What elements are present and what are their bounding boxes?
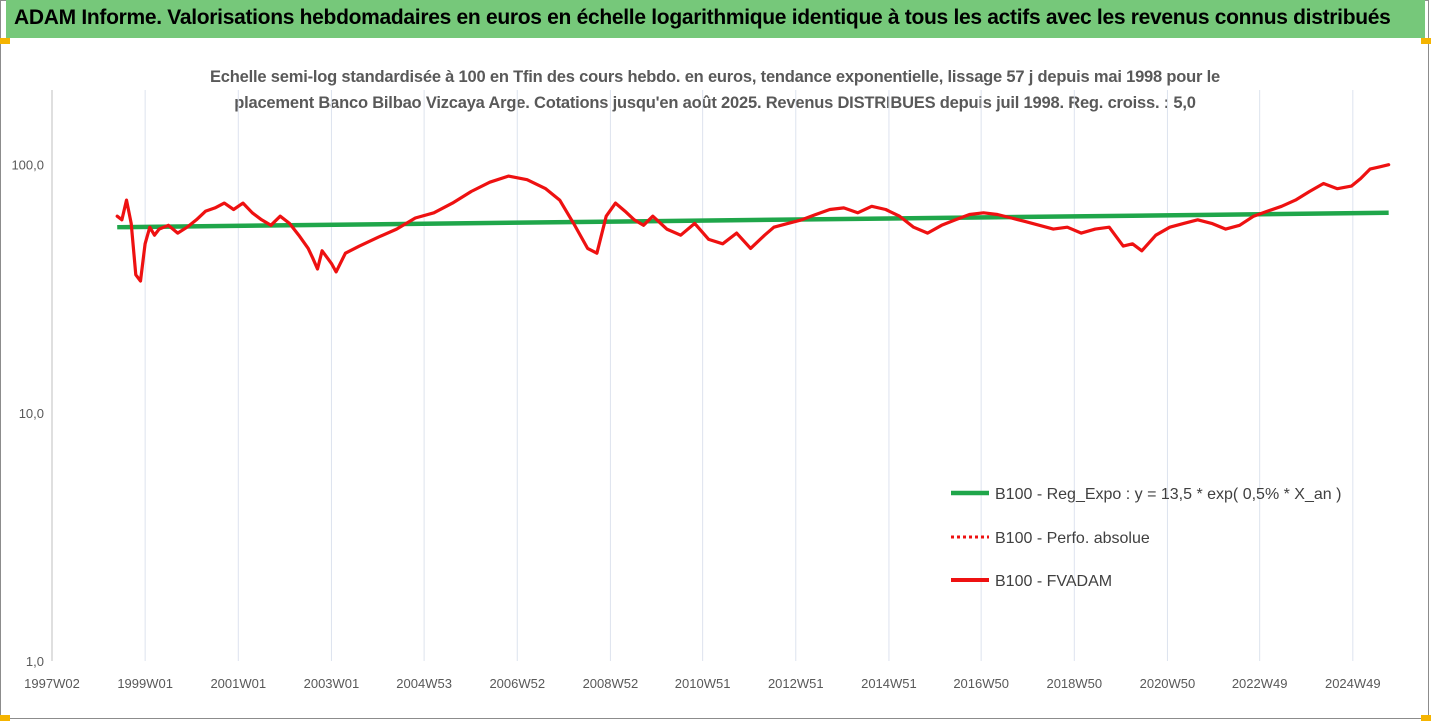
legend-layer: B100 - Reg_Expo : y = 13,5 * exp( 0,5% *… bbox=[951, 486, 1341, 590]
x-tick-label: 2020W50 bbox=[1140, 676, 1196, 691]
legend-label: B100 - FVADAM bbox=[995, 573, 1112, 590]
x-tick-label: 2022W49 bbox=[1232, 676, 1288, 691]
x-tick-label: 2010W51 bbox=[675, 676, 731, 691]
corner-marker-top-right bbox=[1421, 38, 1431, 44]
x-tick-label: 2003W01 bbox=[304, 676, 360, 691]
x-tick-label: 2012W51 bbox=[768, 676, 824, 691]
corner-marker-top-left bbox=[0, 38, 10, 44]
legend-label: B100 - Reg_Expo : y = 13,5 * exp( 0,5% *… bbox=[995, 486, 1341, 503]
x-tick-label: 2006W52 bbox=[489, 676, 545, 691]
x-tick-label: 2024W49 bbox=[1325, 676, 1381, 691]
x-tick-label: 1999W01 bbox=[117, 676, 173, 691]
header-bar: ADAM Informe. Valorisations hebdomadaire… bbox=[6, 0, 1425, 38]
grid-layer bbox=[51, 90, 1354, 661]
axis-layer: 1997W02 1999W01 2001W01 2003W01 2004W53 2006W… bbox=[11, 90, 1381, 691]
series-layer bbox=[115, 163, 1391, 283]
x-tick-label: 1997W02 bbox=[24, 676, 80, 691]
x-tick-label: 2001W01 bbox=[210, 676, 266, 691]
x-tick-label: 2018W50 bbox=[1046, 676, 1102, 691]
header-title: ADAM Informe. Valorisations hebdomadaire… bbox=[14, 6, 1391, 29]
chart-title-line2: placement Banco Bilbao Vizcaya Arge. Cot… bbox=[234, 94, 1196, 112]
legend-label: B100 - Perfo. absolue bbox=[995, 530, 1150, 547]
x-tick-label: 2008W52 bbox=[583, 676, 639, 691]
x-tick-label: 2004W53 bbox=[396, 676, 452, 691]
x-tick-label: 2014W51 bbox=[861, 676, 917, 691]
y-tick-label: 100,0 bbox=[11, 158, 44, 173]
chart-title: Echelle semi-log standardisée à 100 en T… bbox=[130, 64, 1300, 116]
y-tick-label: 10,0 bbox=[19, 406, 44, 421]
chart-title-line1: Echelle semi-log standardisée à 100 en T… bbox=[210, 68, 1220, 86]
series-trend-line bbox=[117, 210, 1389, 230]
corner-marker-bottom-right bbox=[1421, 715, 1431, 721]
series-fvadam-line bbox=[115, 163, 1391, 283]
x-tick-label: 2016W50 bbox=[953, 676, 1009, 691]
y-tick-label: 1,0 bbox=[26, 654, 44, 669]
corner-marker-bottom-left bbox=[0, 715, 10, 721]
